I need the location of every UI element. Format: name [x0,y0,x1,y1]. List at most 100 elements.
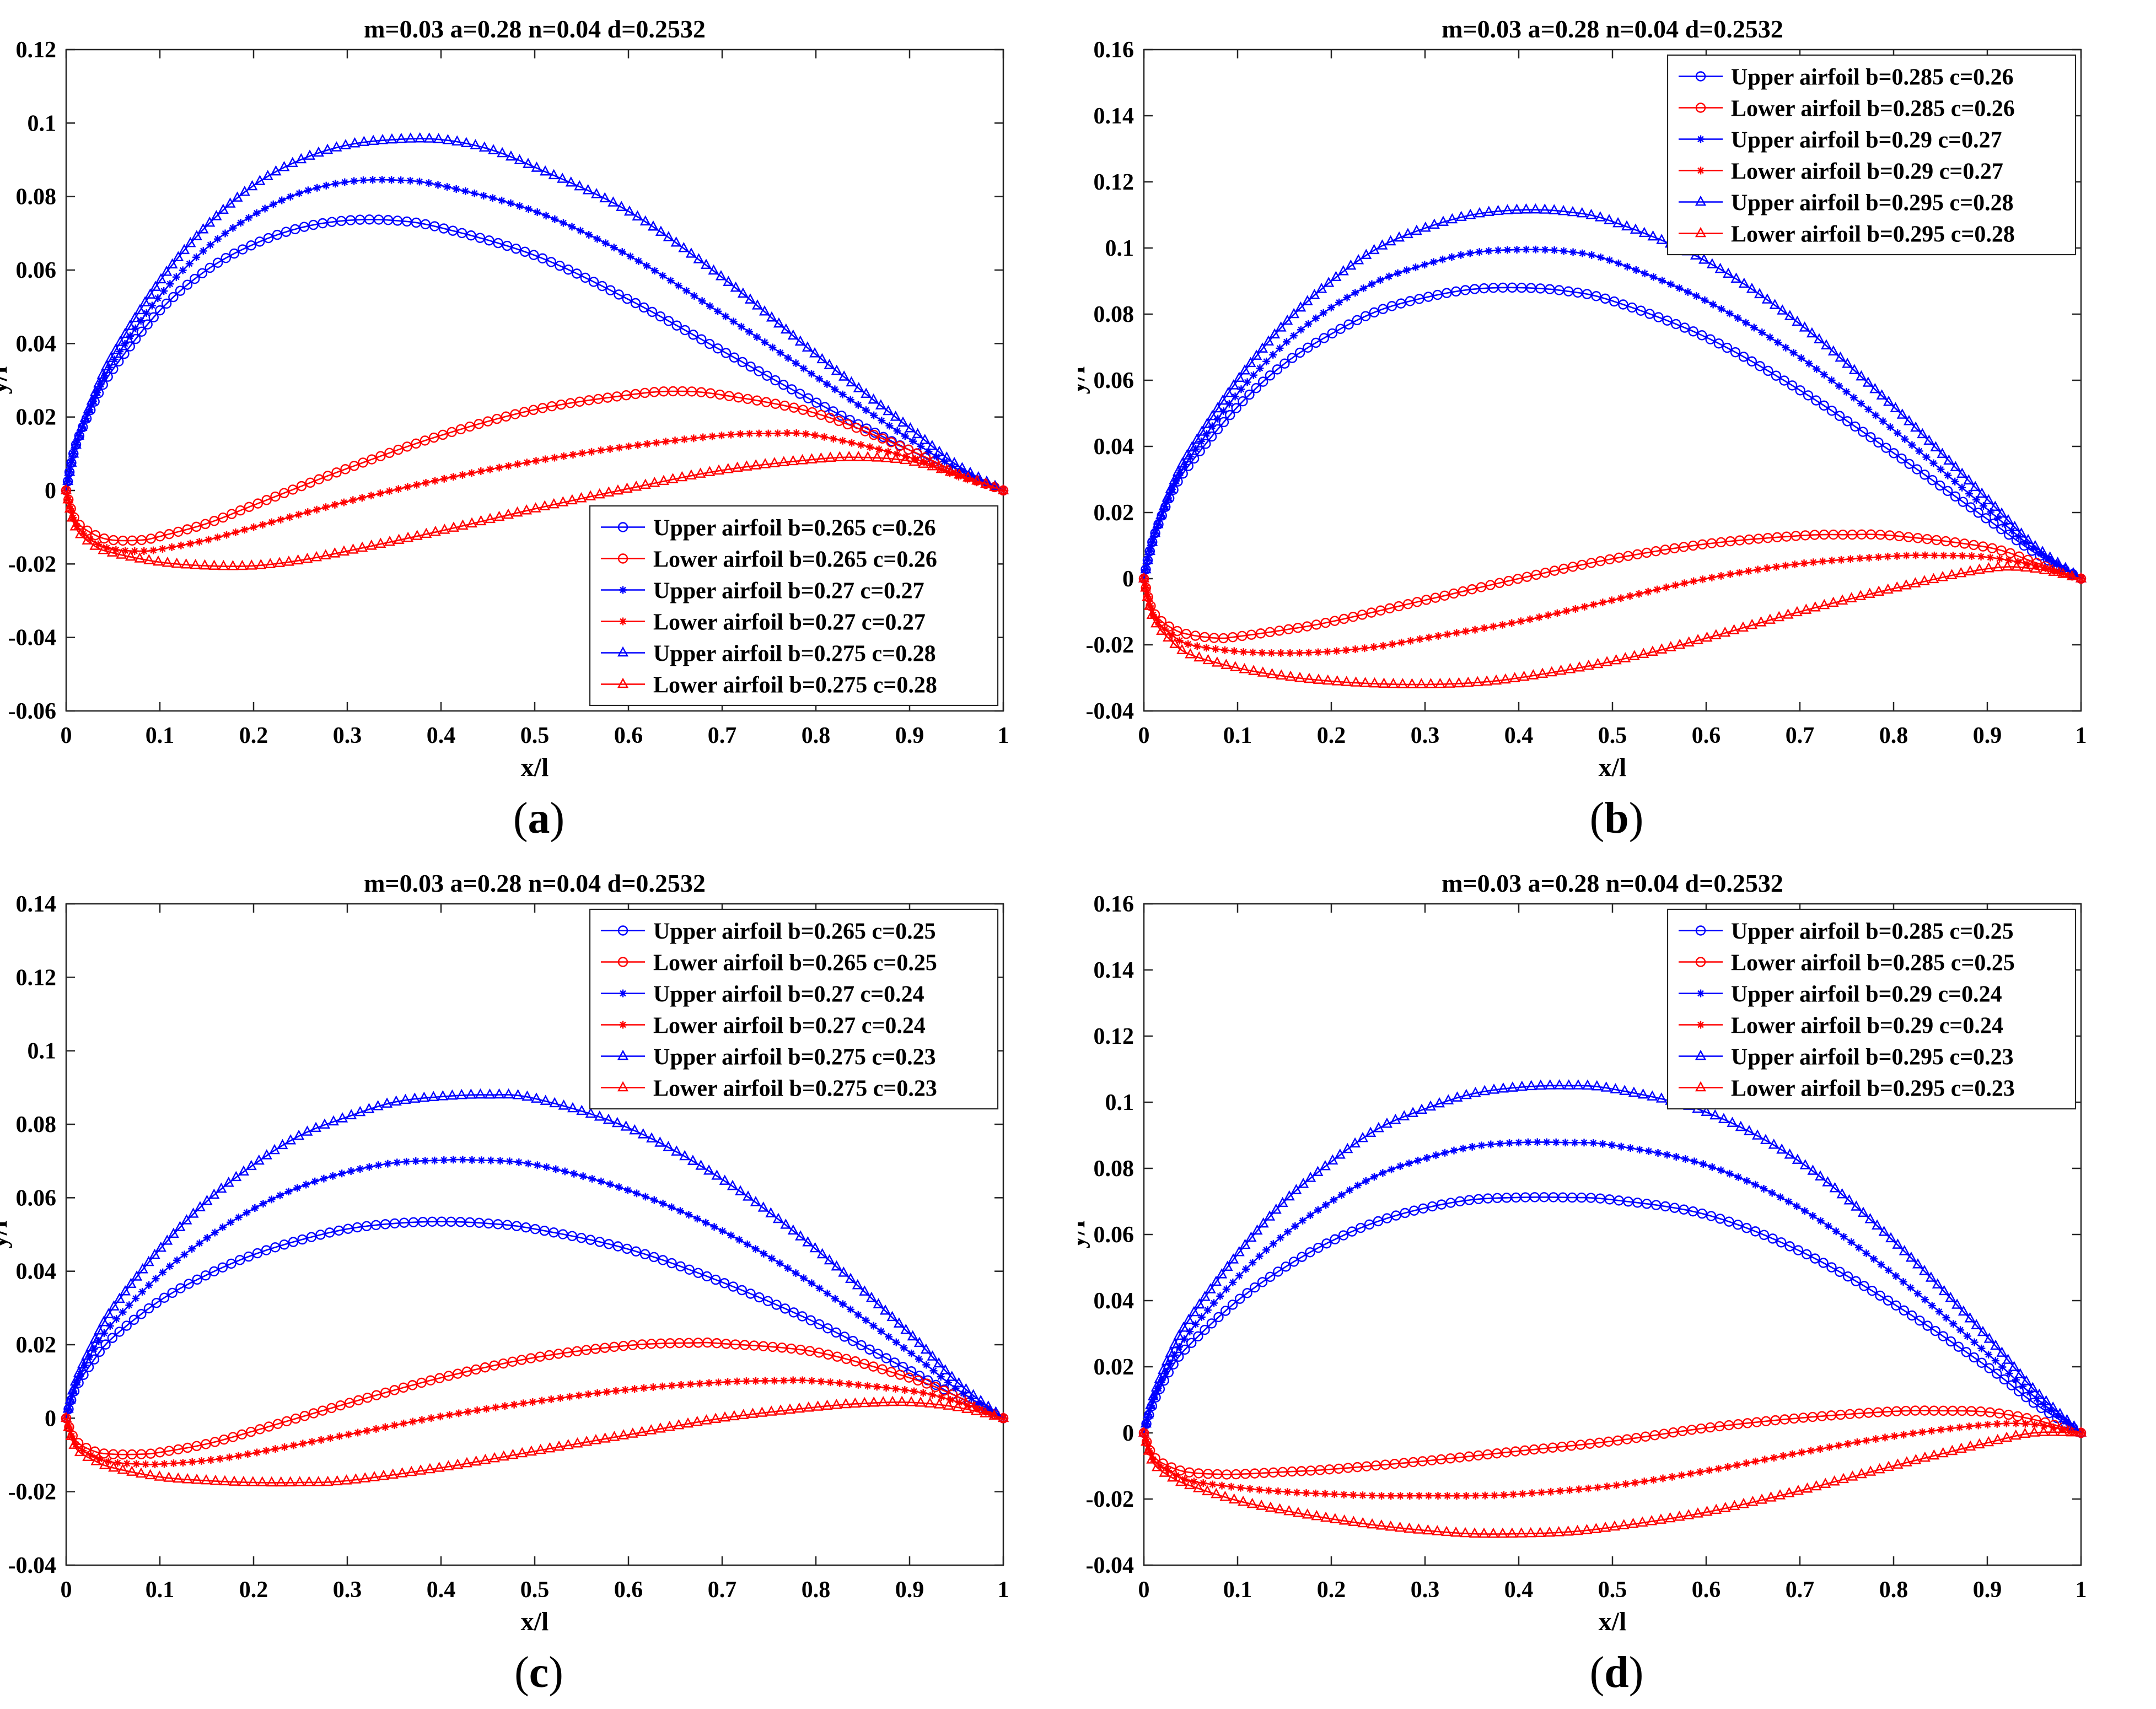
data-point [533,208,541,217]
data-point [896,1395,908,1406]
data-point [1881,443,1891,453]
data-point [146,533,156,544]
data-point [1379,641,1387,650]
data-point [954,468,965,479]
data-point [1973,508,1983,518]
data-point [1782,343,1790,352]
data-point [1192,1482,1204,1492]
data-point [322,1475,334,1486]
data-point [1159,1467,1170,1477]
data-point [1991,1357,1999,1365]
data-point [1183,1313,1195,1324]
data-point [759,305,770,316]
data-point [673,1419,685,1430]
data-point [1522,245,1530,254]
data-point [1976,487,1988,498]
data-point [1463,676,1474,687]
data-point [881,1353,891,1363]
data-point [1809,1212,1817,1220]
data-point [2002,1354,2014,1364]
data-point [1520,203,1532,214]
data-point [680,435,689,444]
y-tick-label: 0.04 [16,331,57,357]
data-point [90,530,101,541]
data-point [1251,1224,1263,1235]
data-point [1549,565,1560,576]
data-point [182,279,193,290]
data-point [290,224,300,235]
data-point [1443,1094,1454,1104]
data-point [1399,1110,1410,1120]
data-point [1470,1086,1481,1097]
data-point [1518,670,1530,681]
data-point [1338,613,1349,624]
data-point [1574,661,1585,672]
data-point [326,1403,337,1414]
data-point [787,384,797,395]
data-point [461,1366,472,1377]
data-point [457,519,469,530]
data-point [562,1438,574,1449]
data-point [1508,619,1516,627]
data-point [1394,231,1405,242]
data-point [1155,509,1166,520]
data-point [1530,203,1541,214]
legend-marker [1697,989,1705,998]
data-point [1942,1314,1950,1322]
data-point [1415,1492,1423,1500]
data-point [1323,648,1331,656]
data-point [218,1223,227,1232]
data-point [846,376,857,387]
data-point [1165,1346,1176,1357]
data-point [611,1117,623,1128]
data-point [907,1330,918,1341]
data-point [742,1377,750,1385]
data-point [284,1476,296,1487]
data-point [901,1386,909,1394]
data-point [2075,1426,2087,1437]
data-point [1847,1238,1856,1246]
data-point [1269,351,1277,359]
data-point [191,230,202,240]
data-point [862,451,874,462]
data-point [349,496,357,504]
data-point [1246,1497,1258,1508]
data-point [1295,301,1306,312]
data-point [1578,249,1587,257]
data-point [261,1149,272,1160]
data-point [1596,254,1605,262]
data-point [972,478,981,487]
data-point [270,1242,281,1253]
data-point [843,451,855,461]
data-point [1768,1138,1779,1149]
data-point [1351,289,1359,297]
data-point [727,430,735,439]
data-point [615,444,623,452]
data-point [139,296,151,306]
data-point [276,1192,284,1200]
data-point [581,1435,593,1446]
data-point [204,216,216,227]
data-point [1221,646,1229,654]
data-point [1701,1106,1712,1116]
data-point [1311,314,1320,322]
x-tick-label: 0 [61,1577,72,1603]
data-point [576,227,584,235]
data-point [182,524,192,535]
data-point [1526,615,1534,623]
data-point [60,1411,72,1422]
data-point [1937,448,1948,458]
data-point [1965,489,1974,498]
data-point [98,1316,110,1327]
data-point [278,196,286,204]
data-point [1180,1344,1190,1355]
data-point [1269,1239,1277,1248]
data-point [1805,359,1813,368]
data-point [434,181,442,189]
data-point [1346,1186,1354,1194]
data-point [1216,1292,1224,1300]
data-point [1460,1527,1471,1538]
